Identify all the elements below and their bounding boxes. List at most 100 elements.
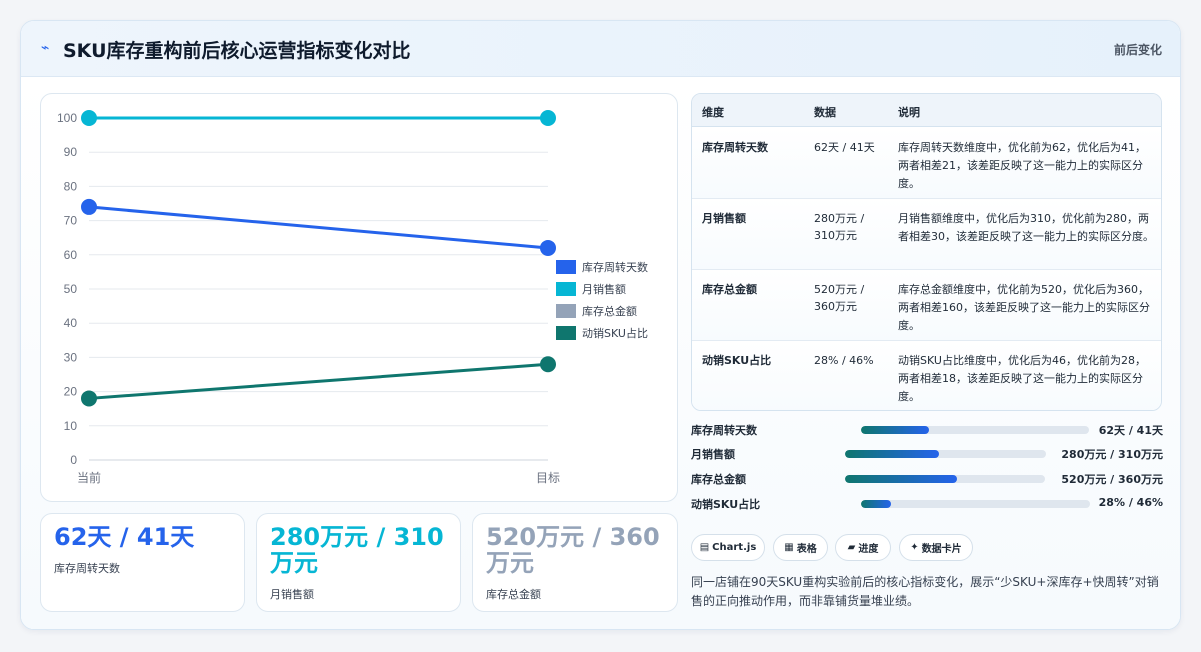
table-row: 动销SKU占比 28% / 46% 动销SKU占比维度中，优化后为46，优化前为… <box>692 341 1161 410</box>
tag-data-cards[interactable]: ✦ 数据卡片 <box>899 534 973 561</box>
chart-canvas: 0 10 20 30 40 50 60 70 80 90 100 当前 目标 <box>57 110 560 485</box>
series-line <box>88 362 549 400</box>
progress-icon: ▰ <box>847 542 856 553</box>
kpi-card-turnover: 62天 / 41天 库存周转天数 <box>40 513 245 612</box>
legend-item[interactable]: 库存周转天数 <box>556 256 648 278</box>
y-tick-label: 60 <box>64 248 78 262</box>
chart-icon: ▤ <box>699 542 710 553</box>
progress-track <box>861 426 1089 434</box>
progress-track <box>861 500 1090 508</box>
y-tick-label: 40 <box>64 316 78 330</box>
table-cell-dimension: 库存周转天数 <box>702 141 768 154</box>
legend-item[interactable]: 动销SKU占比 <box>556 322 648 344</box>
progress-fill <box>845 450 940 458</box>
y-tick-label: 70 <box>64 214 78 228</box>
progress-label: 动销SKU占比 <box>691 498 761 511</box>
y-tick-label: 100 <box>57 111 77 125</box>
table-cell-data: 280万元 / 310万元 <box>814 212 865 242</box>
progress-value: 520万元 / 360万元 <box>1061 473 1163 486</box>
lightning-icon: ⌁ <box>41 40 50 56</box>
progress-row: 库存总金额 520万元 / 360万元 <box>691 469 1163 489</box>
progress-row: 动销SKU占比 28% / 46% <box>691 494 1163 514</box>
line-chart: 0 10 20 30 40 50 60 70 80 90 100 当前 目标 库存周转天数 月销售额 库… <box>40 93 678 502</box>
tag-label: 进度 <box>858 544 879 555</box>
page-title: SKU库存重构前后核心运营指标变化对比 <box>63 40 411 62</box>
tag-label: 数据卡片 <box>921 544 962 555</box>
data-point <box>81 110 97 126</box>
table-header-cell: 维度 <box>702 106 724 119</box>
table-cell-dimension: 动销SKU占比 <box>702 354 772 367</box>
kpi-card-inventory: 520万元 / 360万元 库存总金额 <box>472 513 678 612</box>
y-tick-label: 10 <box>64 419 78 433</box>
data-point <box>81 198 97 215</box>
y-tick-label: 50 <box>64 282 78 296</box>
legend-label: 库存周转天数 <box>582 261 648 274</box>
kpi-label: 月销售额 <box>270 588 314 601</box>
legend-item[interactable]: 月销售额 <box>556 278 648 300</box>
legend-swatch <box>556 304 576 318</box>
progress-label: 库存总金额 <box>691 473 746 486</box>
legend-label: 月销售额 <box>582 283 626 296</box>
table-header-cell: 数据 <box>814 106 836 119</box>
table-cell-description: 库存总金额维度中，优化前为520，优化后为360，两者相差160，该差距反映了这… <box>898 283 1150 332</box>
x-tick-label: 当前 <box>77 470 101 485</box>
table-cell-description: 库存周转天数维度中，优化前为62，优化后为41，两者相差21，该差距反映了这一能… <box>898 141 1146 190</box>
progress-fill <box>861 500 891 508</box>
progress-track <box>845 475 1045 483</box>
header-badge: 前后变化 <box>1113 43 1162 57</box>
sparkle-icon: ✦ <box>910 542 919 553</box>
tag-label: 表格 <box>796 544 817 555</box>
y-tick-label: 80 <box>64 179 78 193</box>
data-point <box>540 239 556 256</box>
progress-row: 库存周转天数 62天 / 41天 <box>691 420 1163 440</box>
data-point <box>540 110 556 126</box>
table-cell-description: 月销售额维度中，优化后为310，优化前为280，两者相差30，该差距反映了这一能… <box>898 212 1154 243</box>
progress-fill <box>845 475 957 483</box>
table-row: 库存周转天数 62天 / 41天 库存周转天数维度中，优化前为62，优化后为41… <box>692 128 1161 199</box>
tag-progress[interactable]: ▰ 进度 <box>835 534 891 561</box>
progress-label: 库存周转天数 <box>691 424 757 437</box>
legend-swatch <box>556 326 576 340</box>
tag-label: Chart.js <box>712 542 757 553</box>
progress-label: 月销售额 <box>691 448 735 461</box>
table-cell-data: 28% / 46% <box>814 354 874 367</box>
chart-description: 同一店铺在90天SKU重构实验前后的核心指标变化，展示“少SKU+深库存+快周转… <box>691 575 1159 608</box>
y-tick-label: 0 <box>70 453 77 467</box>
table-header: 维度 数据 说明 <box>692 94 1161 127</box>
card-header: ⌁ SKU库存重构前后核心运营指标变化对比 前后变化 <box>21 21 1180 77</box>
kpi-value: 62天 / 41天 <box>54 523 195 551</box>
table-cell-description: 动销SKU占比维度中，优化后为46，优化前为28，两者相差18，该差距反映了这一… <box>898 354 1146 403</box>
kpi-value: 520万元 / 360万元 <box>486 523 660 577</box>
table-cell-data: 520万元 / 360万元 <box>814 283 865 313</box>
table-cell-data: 62天 / 41天 <box>814 141 875 154</box>
legend-swatch <box>556 260 576 274</box>
x-tick-label: 目标 <box>536 471 560 485</box>
progress-fill <box>861 426 930 434</box>
table-row: 月销售额 280万元 / 310万元 月销售额维度中，优化后为310，优化前为2… <box>692 199 1161 270</box>
data-table: 维度 数据 说明 库存周转天数 62天 / 41天 库存周转天数维度中，优化前为… <box>691 93 1162 411</box>
legend-label: 库存总金额 <box>582 305 637 318</box>
tag-chartjs[interactable]: ▤ Chart.js <box>691 534 765 561</box>
series-line <box>88 205 549 250</box>
kpi-card-sales: 280万元 / 310万元 月销售额 <box>256 513 461 612</box>
legend-label: 动销SKU占比 <box>582 327 648 340</box>
progress-track <box>845 450 1046 458</box>
y-tick-label: 30 <box>64 350 78 364</box>
progress-value: 28% / 46% <box>1098 496 1163 509</box>
table-cell-dimension: 月销售额 <box>702 212 746 225</box>
chart-legend: 库存周转天数 月销售额 库存总金额 动销SKU占比 <box>556 256 648 344</box>
progress-row: 月销售额 280万元 / 310万元 <box>691 444 1163 464</box>
y-tick-label: 20 <box>64 385 78 399</box>
main-card: ⌁ SKU库存重构前后核心运营指标变化对比 前后变化 0 10 20 30 40 50 60… <box>20 20 1181 630</box>
tag-table[interactable]: ▦ 表格 <box>773 534 828 561</box>
kpi-value: 280万元 / 310万元 <box>270 523 444 577</box>
data-point <box>81 390 97 407</box>
progress-value: 280万元 / 310万元 <box>1061 448 1163 461</box>
legend-item[interactable]: 库存总金额 <box>556 300 648 322</box>
table-row: 库存总金额 520万元 / 360万元 库存总金额维度中，优化前为520，优化后… <box>692 270 1161 341</box>
progress-value: 62天 / 41天 <box>1098 424 1163 437</box>
table-cell-dimension: 库存总金额 <box>702 283 757 296</box>
kpi-label: 库存周转天数 <box>54 562 120 575</box>
y-tick-label: 90 <box>64 145 78 159</box>
table-icon: ▦ <box>784 542 794 553</box>
